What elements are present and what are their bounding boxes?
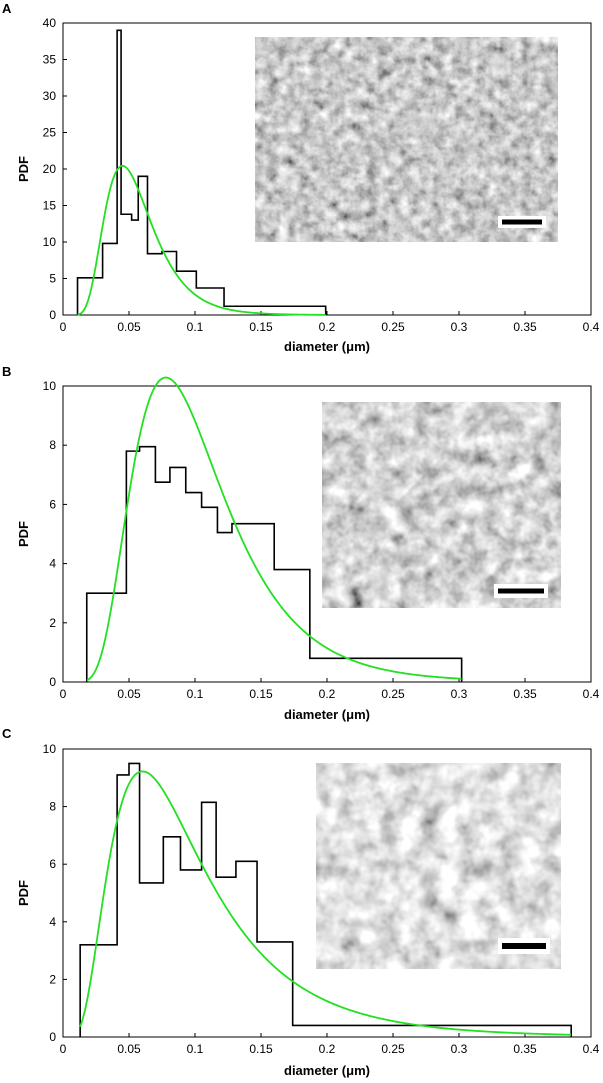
panel-c-histogram <box>79 762 572 1037</box>
panel-c-ytick-labels: 0 2 4 6 8 10 <box>43 742 57 1044</box>
panel-b-xtick-labels: 0 0.05 0.1 0.15 0.2 0.25 0.3 0.35 0.4 <box>60 687 600 701</box>
panel-label-b: B <box>2 364 11 379</box>
panel-c-xlabel: diameter (μm) <box>284 1063 370 1078</box>
panel-c-ytick-label: 6 <box>49 857 56 871</box>
panel-c-ytick-label: 0 <box>49 1030 56 1044</box>
panel-b-ytick-label: 4 <box>49 557 56 571</box>
panel-c-ytick-label: 10 <box>43 742 57 756</box>
panel-a-ytick-label: 40 <box>43 16 57 30</box>
panel-c-ytick-label: 4 <box>49 915 56 929</box>
panel-a-xtick-label: 0 <box>60 320 67 334</box>
panel-a-xtick-label: 0.3 <box>451 320 468 334</box>
panel-c-axes-box <box>62 748 592 1038</box>
panel-b-xtick-label: 0.3 <box>451 687 468 701</box>
panel-b-axes-box <box>62 385 592 683</box>
panel-b-xtick-label: 0.2 <box>319 687 336 701</box>
panel-a-ylabel: PDF <box>16 156 31 182</box>
panel-b-xtick-label: 0.1 <box>187 687 204 701</box>
panel-b-xtick-label: 0.05 <box>117 687 141 701</box>
panel-a-xtick-label: 0.15 <box>249 320 273 334</box>
panel-c-xtick-label: 0 <box>60 1042 67 1056</box>
panel-a-histogram <box>76 29 327 315</box>
panel-a-ytick-label: 25 <box>43 126 57 140</box>
panel-a-xlabel: diameter (μm) <box>284 339 370 354</box>
panel-a-ytick-label: 10 <box>43 235 57 249</box>
panel-b-xtick-label: 0.15 <box>249 687 273 701</box>
panel-c-xtick-label: 0.05 <box>117 1042 141 1056</box>
panel-b-ytick-labels: 0 2 4 6 8 10 <box>43 379 57 689</box>
panel-a-ytick-label: 20 <box>43 162 57 176</box>
panel-a: A 0 5 10 15 20 25 30 35 40 0 0.05 0.1 0.15 0.2 0.25 0.… <box>2 1 600 354</box>
panel-c-xtick-label: 0.2 <box>319 1042 336 1056</box>
panel-b-ytick-label: 0 <box>49 675 56 689</box>
panel-c-ytick-label: 8 <box>49 800 56 814</box>
panel-b-xtick-label: 0.35 <box>513 687 537 701</box>
panel-c-ylabel: PDF <box>16 880 31 906</box>
panel-c-sem-inset <box>316 763 561 969</box>
panel-a-xtick-label: 0.35 <box>513 320 537 334</box>
panel-c-fit-curve <box>79 770 572 1036</box>
panel-b-ylabel: PDF <box>16 521 31 547</box>
panel-b-fit-curve <box>86 376 462 682</box>
panel-b-histogram <box>85 445 463 682</box>
panel-a-xtick-label: 0.05 <box>117 320 141 334</box>
panel-b-xtick-label: 0.25 <box>381 687 405 701</box>
panel-a-xtick-label: 0.4 <box>583 320 600 334</box>
panel-a-ytick-label: 15 <box>43 199 57 213</box>
panel-label-c: C <box>2 726 12 741</box>
panel-c-xtick-label: 0.35 <box>513 1042 537 1056</box>
panel-b-ytick-label: 2 <box>49 616 56 630</box>
panel-a-ytick-label: 30 <box>43 89 57 103</box>
panel-c-xtick-label: 0.25 <box>381 1042 405 1056</box>
panel-a-xtick-labels: 0 0.05 0.1 0.15 0.2 0.25 0.3 0.35 0.4 <box>60 320 600 334</box>
panel-c-ytick-label: 2 <box>49 972 56 986</box>
panel-c-xtick-label: 0.1 <box>187 1042 204 1056</box>
panel-a-ytick-labels: 0 5 10 15 20 25 30 35 40 <box>43 16 57 322</box>
panel-c-xtick-label: 0.15 <box>249 1042 273 1056</box>
panel-a-sem-inset <box>255 37 558 242</box>
panel-c-xtick-labels: 0 0.05 0.1 0.15 0.2 0.25 0.3 0.35 0.4 <box>60 1042 600 1056</box>
panel-c-xtick-label: 0.3 <box>451 1042 468 1056</box>
panel-b-sem-inset <box>322 402 561 608</box>
panel-c-xtick-label: 0.4 <box>583 1042 600 1056</box>
panel-b-ytick-label: 10 <box>43 379 57 393</box>
panel-a-xtick-label: 0.25 <box>381 320 405 334</box>
panel-a-xtick-label: 0.1 <box>187 320 204 334</box>
panel-a-ytick-label: 5 <box>49 272 56 286</box>
panel-b-xtick-label: 0.4 <box>583 687 600 701</box>
panel-a-ytick-label: 35 <box>43 53 57 67</box>
panel-a-axes-box <box>62 22 592 316</box>
panel-a-ytick-label: 0 <box>49 308 56 322</box>
panel-b-ytick-label: 6 <box>49 497 56 511</box>
panel-label-a: A <box>2 1 12 16</box>
panel-b-xtick-label: 0 <box>60 687 67 701</box>
panel-b-xlabel: diameter (μm) <box>284 707 370 722</box>
panel-a-fit-curve <box>77 164 326 316</box>
panel-b-ytick-label: 8 <box>49 438 56 452</box>
panel-a-xtick-label: 0.2 <box>319 320 336 334</box>
